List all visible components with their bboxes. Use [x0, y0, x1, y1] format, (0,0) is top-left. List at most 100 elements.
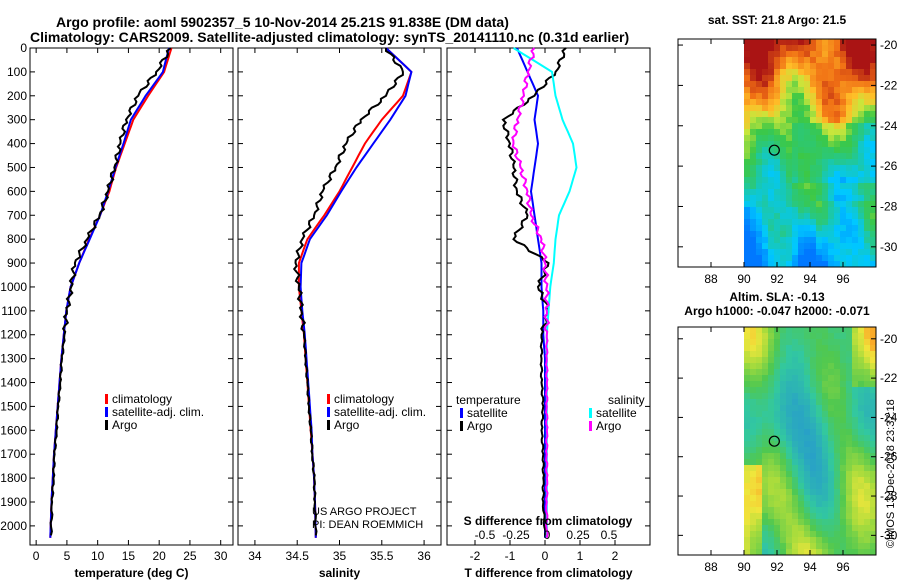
heat-cell [744, 519, 751, 526]
heat-cell [774, 339, 781, 346]
heat-cell [852, 39, 859, 46]
heat-cell [816, 87, 823, 94]
heat-cell [762, 381, 769, 388]
heat-cell [786, 165, 793, 172]
heat-cell [762, 105, 769, 112]
heat-cell [834, 237, 841, 244]
heat-cell [744, 195, 751, 202]
heat-cell [744, 453, 751, 460]
heat-cell [786, 477, 793, 484]
heat-cell [846, 345, 853, 352]
heat-cell [810, 393, 817, 400]
heat-cell [810, 507, 817, 514]
heat-cell [786, 117, 793, 124]
heat-cell [840, 243, 847, 250]
heat-cell [822, 333, 829, 340]
heat-cell [786, 417, 793, 424]
heat-cell [870, 243, 876, 250]
heat-cell [792, 339, 799, 346]
heat-cell [798, 165, 805, 172]
heat-cell [804, 351, 811, 358]
heat-cell [840, 153, 847, 160]
heat-cell [870, 519, 876, 526]
heat-cell [822, 165, 829, 172]
heat-cell [846, 537, 853, 544]
heat-cell [864, 525, 871, 532]
heat-cell [834, 207, 841, 214]
heat-cell [768, 189, 775, 196]
heat-cell [768, 147, 775, 154]
heat-cell [846, 63, 853, 70]
heat-cell [840, 375, 847, 382]
heat-cell [762, 495, 769, 502]
heat-cell [756, 525, 763, 532]
heat-cell [858, 465, 865, 472]
heat-cell [828, 249, 835, 256]
heat-cell [792, 399, 799, 406]
sst-map-ytick-label: -22 [880, 78, 898, 92]
depth-tick-label: 300 [7, 113, 27, 127]
heat-cell [792, 387, 799, 394]
heat-cell [750, 351, 757, 358]
heat-cell [798, 51, 805, 58]
heat-cell [804, 369, 811, 376]
heat-cell [792, 183, 799, 190]
heat-cell [870, 237, 876, 244]
heat-cell [816, 405, 823, 412]
heat-cell [810, 75, 817, 82]
heat-cell [750, 405, 757, 412]
sla-map-title-line: Argo h1000: -0.047 h2000: -0.071 [684, 304, 870, 318]
heat-cell [828, 213, 835, 220]
heat-cell [750, 465, 757, 472]
heat-cell [840, 195, 847, 202]
heat-cell [846, 363, 853, 370]
heat-cell [744, 129, 751, 136]
heat-cell [774, 147, 781, 154]
heat-cell [768, 237, 775, 244]
heat-cell [810, 531, 817, 538]
heat-cell [822, 171, 829, 178]
heat-cell [798, 237, 805, 244]
heat-cell [792, 441, 799, 448]
heat-cell [774, 213, 781, 220]
heat-cell [852, 393, 859, 400]
heat-cell [852, 69, 859, 76]
heat-cell [840, 411, 847, 418]
heat-cell [762, 147, 769, 154]
heat-cell [786, 213, 793, 220]
heat-cell [840, 207, 847, 214]
heat-cell [816, 495, 823, 502]
heat-cell [864, 399, 871, 406]
heat-cell [852, 471, 859, 478]
heat-cell [762, 129, 769, 136]
heat-cell [846, 93, 853, 100]
heat-cell [774, 57, 781, 64]
heat-cell [816, 375, 823, 382]
difference-xtick-label: -2 [470, 549, 481, 563]
heat-cell [810, 465, 817, 472]
heat-cell [852, 243, 859, 250]
heat-cell [774, 105, 781, 112]
heat-cell [810, 201, 817, 208]
depth-tick-label: 200 [7, 89, 27, 103]
heat-cell [804, 363, 811, 370]
heat-cell [828, 423, 835, 430]
heat-cell [852, 87, 859, 94]
heat-cell [792, 99, 799, 106]
heat-cell [864, 123, 871, 130]
heat-cell [762, 447, 769, 454]
heat-cell [846, 495, 853, 502]
heat-cell [864, 51, 871, 58]
heat-cell [810, 255, 817, 262]
heat-cell [822, 519, 829, 526]
heat-cell [744, 69, 751, 76]
heat-cell [786, 333, 793, 340]
heat-cell [792, 255, 799, 262]
heat-cell [810, 453, 817, 460]
temperature-legend-swatch [105, 394, 108, 404]
heat-cell [774, 399, 781, 406]
heat-cell [762, 171, 769, 178]
heat-cell [870, 537, 876, 544]
heat-cell [870, 195, 876, 202]
